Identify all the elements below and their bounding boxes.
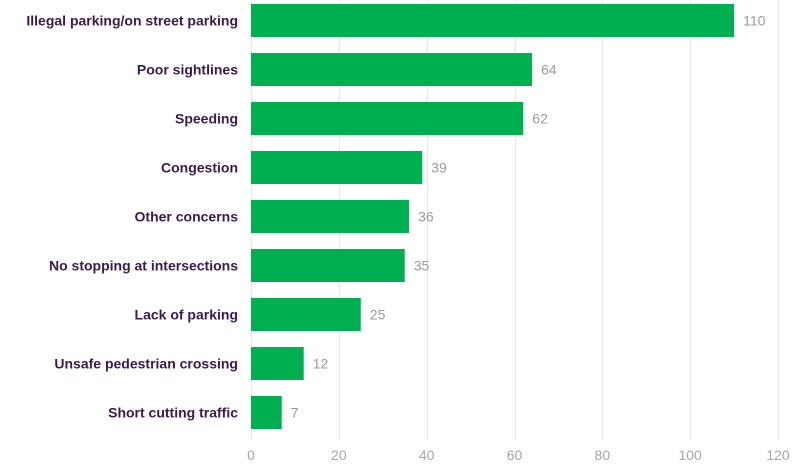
category-label: No stopping at intersections (49, 258, 238, 274)
bar (251, 249, 405, 282)
bar (251, 298, 361, 331)
category-label: Illegal parking/on street parking (26, 13, 238, 29)
x-tick-label: 0 (247, 447, 255, 463)
category-label: Speeding (175, 111, 238, 127)
value-label: 35 (414, 258, 430, 274)
x-tick-label: 40 (419, 447, 435, 463)
bar (251, 396, 282, 429)
category-label: Congestion (161, 160, 238, 176)
category-labels: Illegal parking/on street parking Poor si… (26, 13, 238, 421)
x-tick-label: 100 (678, 447, 702, 463)
value-label: 7 (291, 405, 299, 421)
value-labels: 110 64 62 39 36 35 25 12 7 (291, 13, 766, 421)
bar (251, 151, 423, 184)
category-label: Lack of parking (135, 307, 238, 323)
value-label: 39 (431, 160, 447, 176)
bar (251, 200, 410, 233)
x-tick-label: 20 (331, 447, 347, 463)
category-label: Short cutting traffic (108, 405, 238, 421)
category-label: Other concerns (135, 209, 239, 225)
value-label: 110 (743, 13, 766, 29)
category-label: Poor sightlines (137, 62, 238, 78)
bar (251, 4, 735, 37)
x-tick-label: 80 (595, 447, 611, 463)
x-tick-label: 120 (766, 447, 790, 463)
value-label: 62 (532, 111, 548, 127)
value-label: 64 (541, 62, 557, 78)
x-axis-tick-labels: 0 20 40 60 80 100 120 (247, 447, 790, 463)
bar (251, 102, 524, 135)
value-label: 25 (370, 307, 386, 323)
value-label: 36 (418, 209, 434, 225)
bar (251, 347, 304, 380)
bars (251, 4, 735, 429)
x-tick-label: 60 (507, 447, 523, 463)
category-label: Unsafe pedestrian crossing (54, 356, 238, 372)
value-label: 12 (313, 356, 329, 372)
bar (251, 53, 533, 86)
